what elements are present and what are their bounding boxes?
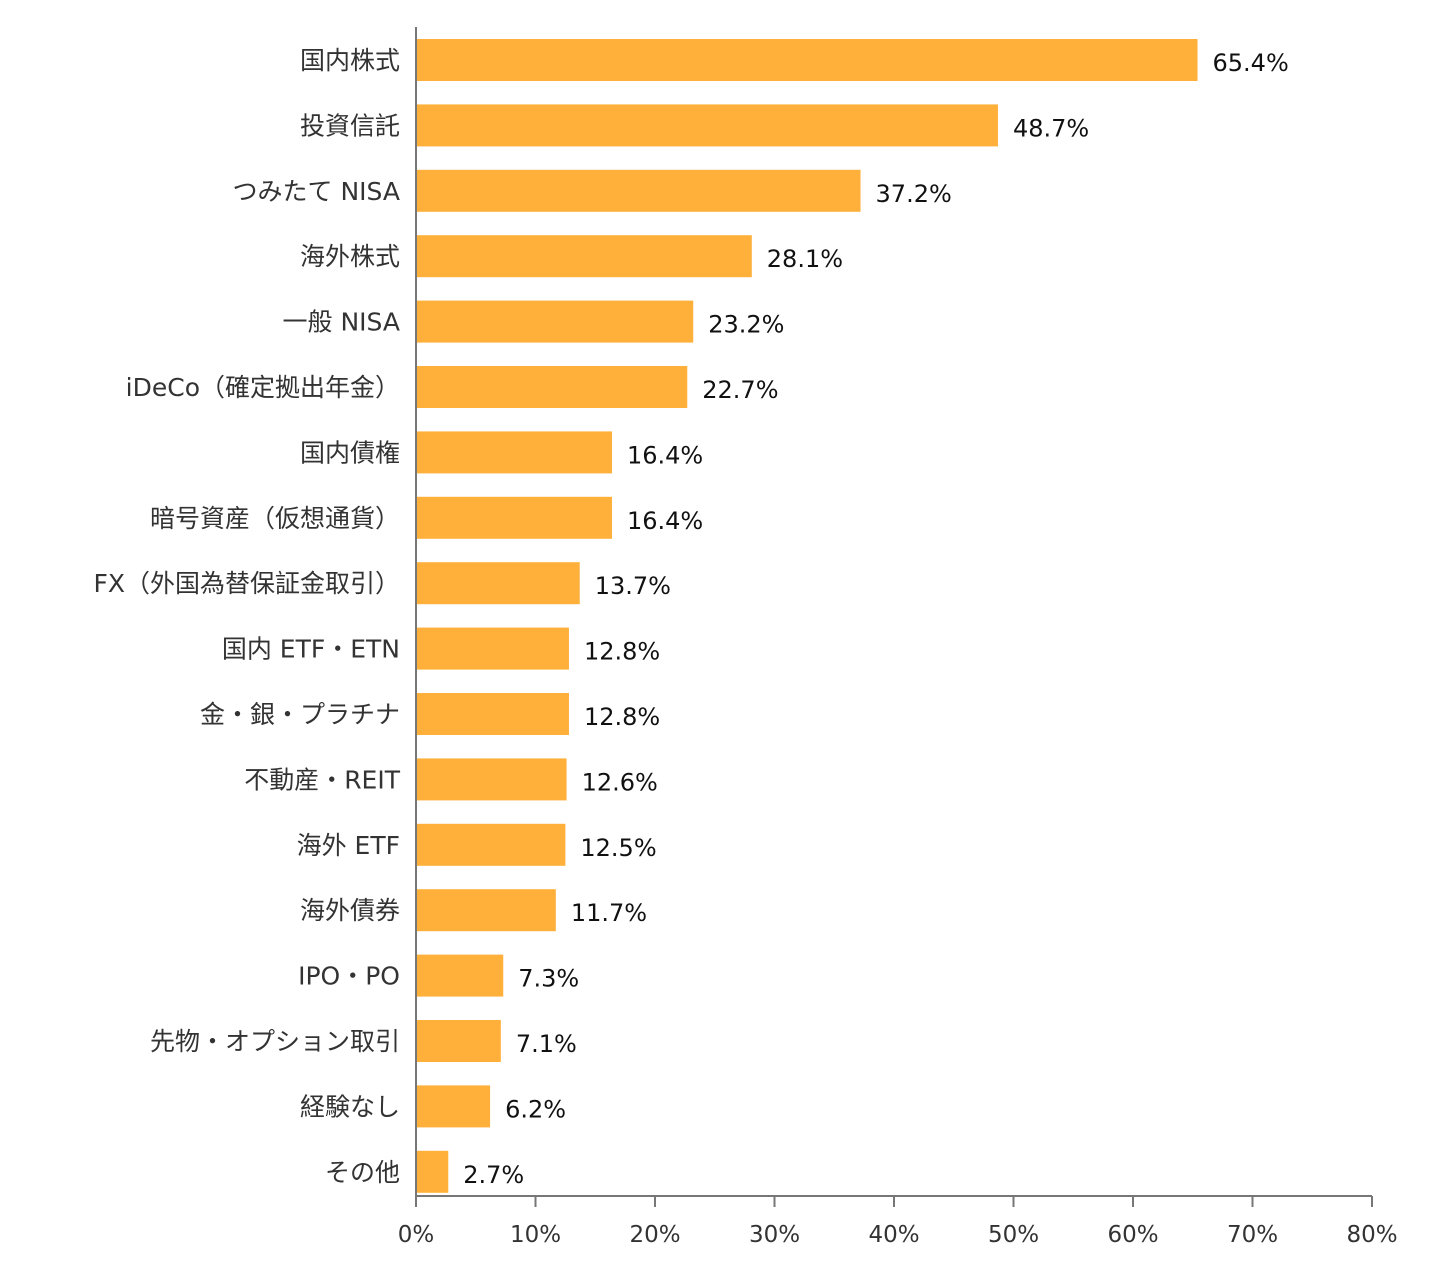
bar [416, 300, 694, 343]
category-label: 投資信託 [300, 111, 400, 140]
bar [416, 39, 1198, 81]
bar [416, 1020, 501, 1062]
x-tick-label: 20% [629, 1222, 680, 1248]
value-label: 12.8% [584, 703, 660, 731]
value-label: 16.4% [627, 507, 703, 535]
category-label: 国内債権 [300, 438, 400, 467]
x-tick-label: 0% [398, 1222, 435, 1248]
x-tick-label: 80% [1346, 1222, 1397, 1248]
bar [416, 954, 504, 997]
x-tick-label: 50% [988, 1222, 1039, 1248]
category-label: 先物・オプション取引 [150, 1027, 400, 1056]
category-label: 国内株式 [300, 46, 400, 75]
value-label: 23.2% [708, 311, 784, 339]
value-label: 7.1% [516, 1030, 577, 1058]
category-label: iDeCo（確定拠出年金） [126, 373, 400, 402]
bar [416, 169, 861, 212]
x-tick-label: 10% [510, 1222, 561, 1248]
bars-group [416, 39, 1198, 1193]
bar [416, 431, 612, 474]
value-label: 7.3% [518, 965, 579, 993]
value-label: 37.2% [876, 180, 952, 208]
bar [416, 366, 688, 408]
bar [416, 1085, 491, 1128]
x-tick-label: 40% [868, 1222, 919, 1248]
value-label: 12.8% [584, 638, 660, 666]
x-tick-label: 60% [1107, 1222, 1158, 1248]
value-label: 16.4% [627, 441, 703, 469]
bar [416, 758, 567, 801]
category-label: 経験なし [300, 1092, 400, 1121]
x-tick-label: 30% [749, 1222, 800, 1248]
value-label: 11.7% [571, 899, 647, 927]
category-label: その他 [325, 1158, 400, 1187]
category-label: 暗号資産（仮想通貨） [150, 504, 400, 533]
value-label: 12.5% [580, 834, 656, 862]
value-label: 12.6% [582, 768, 658, 796]
category-label: 海外 ETF [297, 831, 400, 860]
category-label: 国内 ETF・ETN [222, 635, 400, 664]
x-axis-ticks: 0% 10% 20% 30% 40% 50% 60% 70% 80% [398, 1196, 1398, 1248]
value-label: 28.1% [767, 245, 843, 273]
value-labels: 65.4% 48.7% 37.2% 28.1% 23.2% 22.7% 16.4% 16.4%… [463, 49, 1289, 1189]
bar [416, 235, 752, 278]
category-label: 一般 NISA [283, 308, 400, 337]
bar [416, 1150, 449, 1193]
category-label: 海外株式 [300, 242, 400, 271]
category-label: 海外債券 [300, 896, 400, 925]
value-label: 22.7% [702, 376, 778, 404]
bar [416, 823, 566, 866]
category-label: 金・銀・プラチナ [200, 700, 400, 729]
value-label: 65.4% [1213, 49, 1289, 77]
value-label: 6.2% [505, 1095, 566, 1123]
bar [416, 496, 612, 539]
category-label: 不動産・REIT [244, 765, 401, 794]
value-label: 13.7% [595, 572, 671, 600]
value-label: 48.7% [1013, 114, 1089, 142]
bar [416, 889, 556, 932]
bar [416, 693, 569, 735]
category-label: FX（外国為替保証金取引） [93, 569, 400, 598]
category-label: つみたて NISA [233, 177, 400, 206]
bar [416, 562, 580, 605]
value-label: 2.7% [463, 1161, 524, 1189]
bar [416, 627, 569, 670]
bar [416, 104, 998, 147]
x-tick-label: 70% [1227, 1222, 1278, 1248]
category-label: IPO・PO [298, 962, 400, 991]
